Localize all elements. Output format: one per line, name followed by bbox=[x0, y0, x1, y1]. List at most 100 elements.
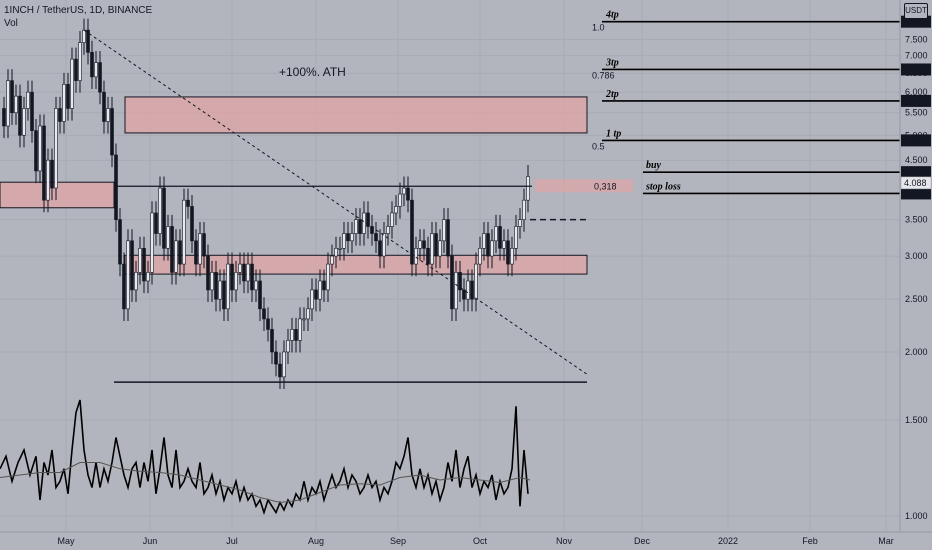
candle-body bbox=[46, 159, 50, 201]
price-tick-label: 1.000 bbox=[905, 511, 928, 521]
candle-body bbox=[422, 240, 426, 249]
time-tick-label: Aug bbox=[308, 536, 324, 546]
price-tag-text: 4.278 bbox=[904, 167, 927, 177]
price-tag[interactable] bbox=[901, 63, 931, 76]
candle-body bbox=[234, 272, 238, 291]
price-tag[interactable] bbox=[901, 94, 931, 107]
candle-body bbox=[334, 248, 338, 257]
candle-body bbox=[10, 80, 14, 114]
candle-body bbox=[394, 206, 398, 214]
candle-body bbox=[414, 248, 418, 265]
candle-body bbox=[366, 212, 370, 227]
candle-body bbox=[522, 199, 526, 220]
fib-ratio-label: 0.5 bbox=[592, 141, 605, 151]
candle-body bbox=[50, 159, 54, 189]
candle-body bbox=[238, 263, 242, 273]
candle-body bbox=[270, 329, 274, 353]
time-tick-label: May bbox=[57, 536, 75, 546]
candle-body bbox=[438, 240, 442, 257]
candle-body bbox=[182, 199, 186, 265]
candle-body bbox=[198, 233, 202, 265]
candle-body bbox=[526, 176, 530, 201]
candle-body bbox=[186, 199, 190, 207]
candle-body bbox=[26, 91, 30, 109]
candle-body bbox=[482, 233, 486, 249]
candle-body bbox=[78, 42, 82, 81]
candle-body bbox=[22, 108, 26, 136]
candle-body bbox=[58, 108, 62, 122]
candle-body bbox=[278, 363, 282, 378]
candle-body bbox=[286, 340, 290, 353]
candle-body bbox=[330, 255, 334, 265]
time-tick-label: 2022 bbox=[718, 536, 738, 546]
time-tick-label: Dec bbox=[634, 536, 651, 546]
price-tag-text: 8.083 bbox=[904, 17, 927, 27]
candle-body bbox=[242, 263, 246, 282]
candle-body bbox=[214, 272, 218, 300]
candle-body bbox=[430, 233, 434, 265]
candle-body bbox=[90, 52, 94, 78]
price-axis[interactable]: 7.5007.0006.5006.0005.5005.0004.5003.500… bbox=[899, 0, 932, 531]
candle-body bbox=[418, 240, 422, 249]
candle-body bbox=[298, 318, 302, 341]
candle-body bbox=[370, 226, 374, 234]
candle-body bbox=[486, 233, 490, 257]
time-tick-label: Oct bbox=[473, 536, 488, 546]
target-label: 3tp bbox=[605, 57, 619, 68]
buy-line-label: buy bbox=[646, 160, 662, 171]
price-tag[interactable] bbox=[901, 187, 931, 200]
current-price-tag[interactable] bbox=[900, 176, 932, 190]
time-axis[interactable]: May Jun Jul Aug Sep Oct Nov Dec 2022 Feb Mar bbox=[0, 531, 932, 546]
volume-layer bbox=[0, 399, 531, 516]
target-label: 2tp bbox=[605, 89, 619, 100]
candle-body bbox=[178, 240, 182, 265]
candle-body bbox=[306, 308, 310, 320]
candle-body bbox=[114, 154, 118, 220]
candle-body bbox=[290, 329, 294, 341]
candle-body bbox=[6, 80, 10, 127]
symbol-title[interactable]: 1INCH / TetherUS, 1D, BINANCE bbox=[4, 5, 153, 16]
candle-body bbox=[202, 233, 206, 257]
candle-body bbox=[258, 280, 262, 310]
candle-body bbox=[518, 219, 522, 227]
entry-highlight bbox=[535, 179, 633, 193]
candle-body bbox=[350, 233, 354, 242]
price-tick-label: 4.500 bbox=[905, 155, 928, 165]
chart-header: 1INCH / TetherUS, 1D, BINANCE Vol bbox=[4, 4, 152, 30]
candle-body bbox=[30, 91, 34, 131]
candle-body bbox=[410, 199, 414, 265]
volume-indicator-label[interactable]: Vol bbox=[4, 18, 18, 29]
candle-body bbox=[274, 351, 278, 365]
candle-body bbox=[142, 248, 146, 282]
candle-body bbox=[190, 206, 194, 242]
candle-body bbox=[326, 263, 330, 291]
candle-body bbox=[454, 272, 458, 310]
time-tick-label: Sep bbox=[390, 536, 406, 546]
volume-line bbox=[0, 399, 529, 516]
target-label: 1 tp bbox=[606, 128, 621, 139]
candle-body bbox=[250, 263, 254, 291]
price-tick-label: 3.000 bbox=[905, 251, 928, 261]
candle-body bbox=[446, 219, 450, 257]
candle-body bbox=[466, 280, 470, 300]
candle-body bbox=[510, 248, 514, 265]
price-tag-text: 4.893 bbox=[904, 135, 927, 145]
candle-body bbox=[2, 108, 6, 127]
candle-body bbox=[434, 233, 438, 257]
price-tag[interactable] bbox=[901, 134, 931, 147]
candle-body bbox=[262, 308, 266, 320]
candle-body bbox=[230, 263, 234, 291]
candle-body bbox=[174, 240, 178, 273]
supply-zone-upper bbox=[124, 96, 588, 134]
currency-button[interactable]: USDT bbox=[904, 3, 928, 19]
candle-body bbox=[310, 289, 314, 310]
candle-body bbox=[266, 318, 270, 330]
candle-body bbox=[506, 240, 510, 265]
candle-body bbox=[126, 240, 130, 310]
candle-body bbox=[318, 280, 322, 300]
candle-body bbox=[282, 351, 286, 378]
candle-body bbox=[42, 125, 46, 201]
price-tag[interactable] bbox=[901, 166, 931, 179]
candle-body bbox=[498, 226, 502, 249]
